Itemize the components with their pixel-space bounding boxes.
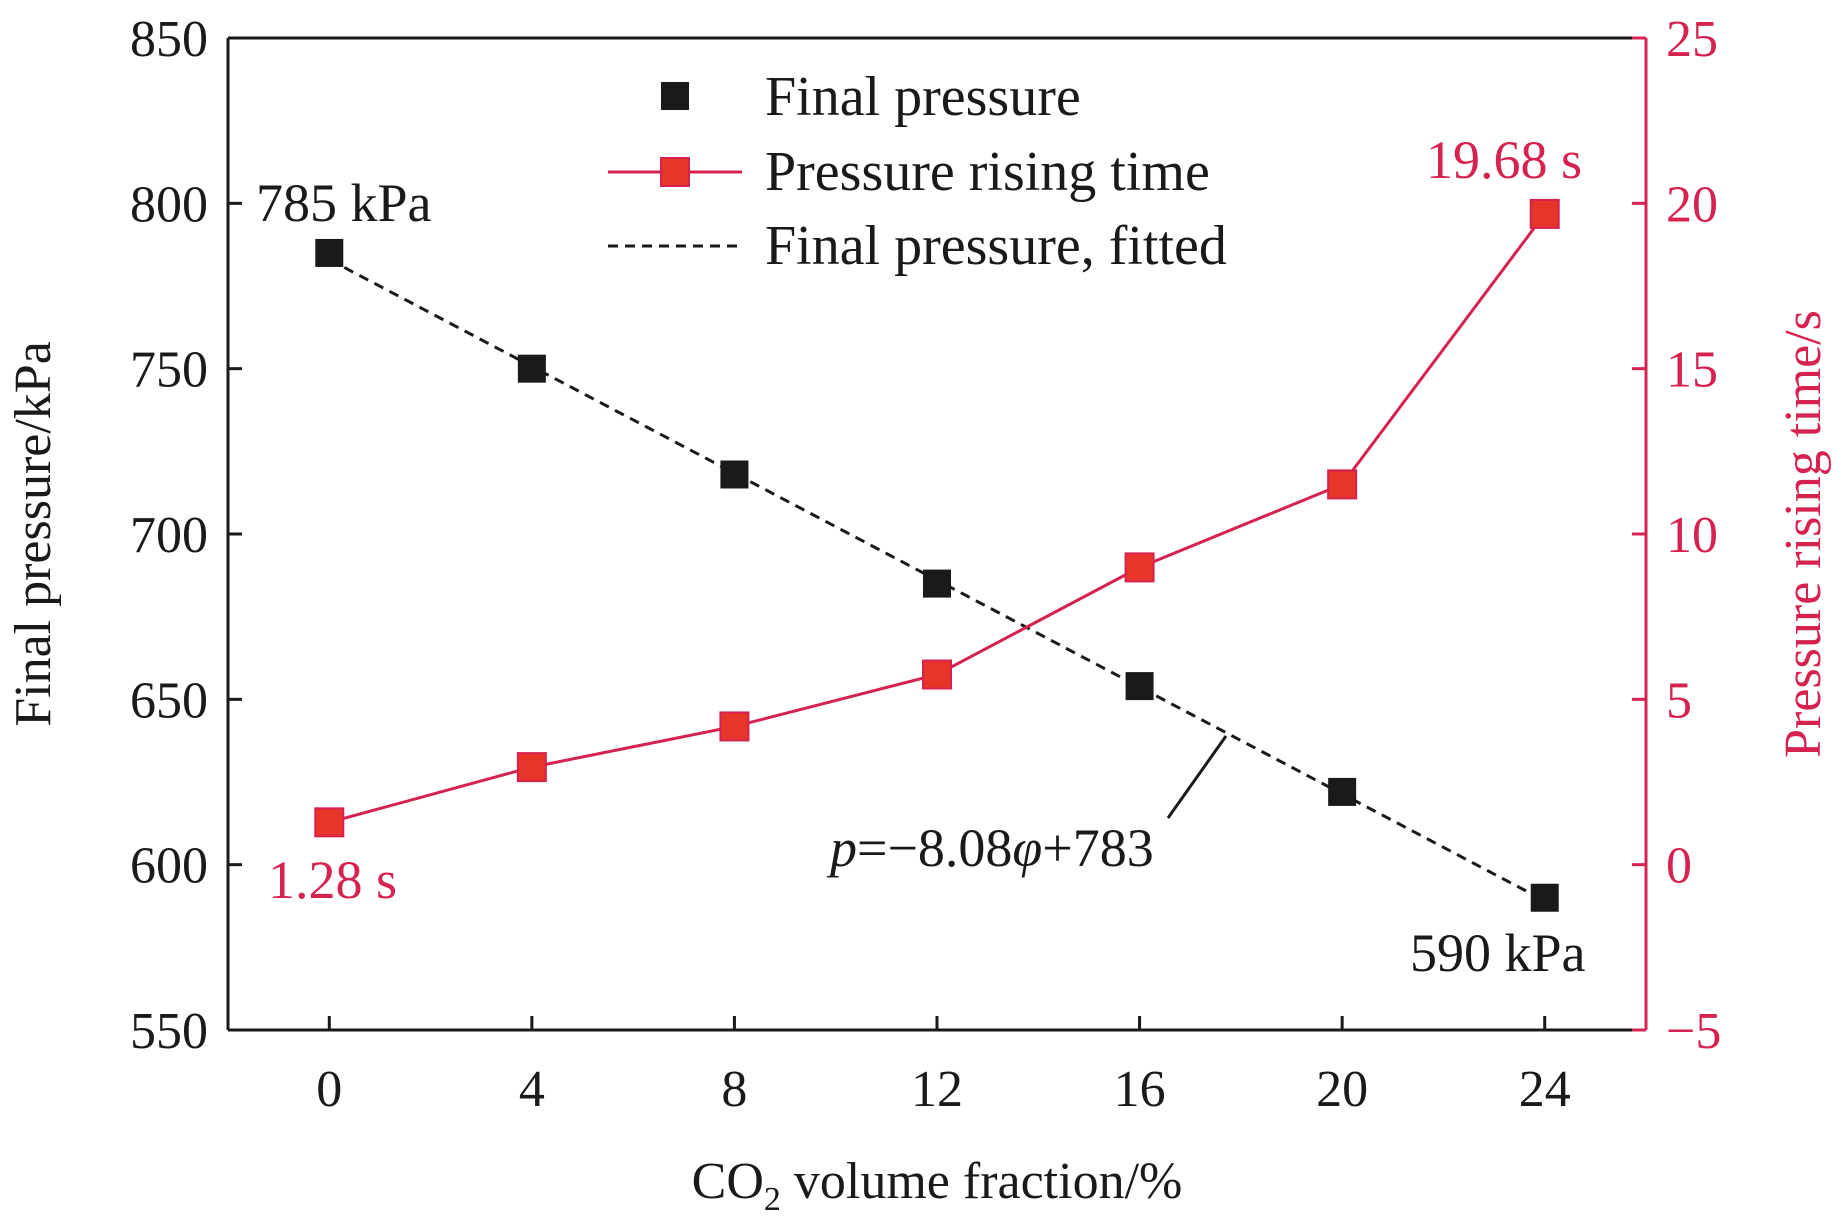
x-tick-label: 20: [1316, 1061, 1368, 1118]
rising-time-line: [328, 213, 1546, 824]
rising-time-marker: [516, 752, 547, 783]
x-tick-label: 0: [316, 1061, 342, 1118]
final-pressure-marker: [720, 460, 749, 489]
y-right-tick-label: 15: [1666, 342, 1718, 399]
y-left-axis-ticks: 550 600 650 700 750 800 850: [130, 11, 242, 1060]
rising-time-marker: [314, 807, 345, 838]
final-pressure-marker: [517, 354, 546, 383]
y-left-tick-label: 850: [130, 11, 208, 68]
legend-label-rising-time: Pressure rising time: [765, 141, 1210, 203]
y-left-tick-label: 800: [130, 176, 208, 233]
y-right-tick-label: 25: [1666, 11, 1718, 68]
final-pressure-marker: [1125, 672, 1154, 701]
x-axis-ticks: 0 4 8 12 16 20 24: [316, 1016, 1571, 1118]
y-right-tick-label: −5: [1666, 1003, 1721, 1060]
y-left-tick-label: 650: [130, 672, 208, 729]
y-left-tick-label: 600: [130, 838, 208, 895]
rising-time-marker: [1529, 198, 1560, 229]
y-left-tick-label: 750: [130, 342, 208, 399]
final-pressure-marker: [1328, 777, 1357, 806]
final-pressure-markers: [315, 238, 1559, 912]
legend-label-final-pressure: Final pressure: [765, 66, 1081, 128]
x-tick-label: 12: [911, 1061, 963, 1118]
legend-marker-final-pressure: [661, 82, 689, 110]
rising-time-line-layer: [328, 213, 1546, 824]
y-right-tick-label: 5: [1666, 672, 1692, 729]
y-right-tick-label: 20: [1666, 176, 1718, 233]
y-right-tick-label: 0: [1666, 838, 1692, 895]
legend-marker-rising-time: [660, 157, 690, 187]
y-right-axis-title: Pressure rising time/s: [1775, 310, 1832, 758]
equation-leader-line: [1166, 735, 1228, 819]
final-pressure-marker: [1530, 883, 1559, 912]
y-left-tick-label: 550: [130, 1003, 208, 1060]
rising-time-markers: [314, 198, 1560, 838]
final-pressure-marker: [923, 569, 951, 598]
y-right-tick-label: 10: [1666, 507, 1718, 564]
y-left-tick-label: 700: [130, 507, 208, 564]
fit-equation: p=−8.08φ+783: [826, 818, 1154, 878]
y-right-axis-ticks: −5 0 5 10 15 20 25: [1632, 11, 1721, 1060]
annotation-start-time: 1.28 s: [268, 850, 397, 910]
legend-label-fitted: Final pressure, fitted: [765, 215, 1227, 277]
rising-time-marker: [719, 711, 750, 742]
legend: Final pressure Pressure rising time Fina…: [608, 66, 1227, 277]
x-tick-label: 16: [1114, 1061, 1166, 1118]
y-left-axis-title: Final pressure/kPa: [5, 341, 62, 727]
x-tick-label: 24: [1519, 1061, 1571, 1118]
final-pressure-marker: [315, 238, 344, 267]
x-tick-label: 4: [519, 1061, 545, 1118]
rising-time-marker: [1124, 552, 1155, 583]
annotation-start-pressure: 785 kPa: [256, 173, 432, 233]
annotation-end-time: 19.68 s: [1426, 130, 1582, 190]
x-tick-label: 8: [721, 1061, 747, 1118]
rising-time-marker: [922, 659, 952, 690]
annotation-end-pressure: 590 kPa: [1410, 923, 1586, 983]
x-axis-title: CO2 volume fraction/%: [692, 1153, 1183, 1217]
rising-time-marker: [1327, 469, 1358, 500]
